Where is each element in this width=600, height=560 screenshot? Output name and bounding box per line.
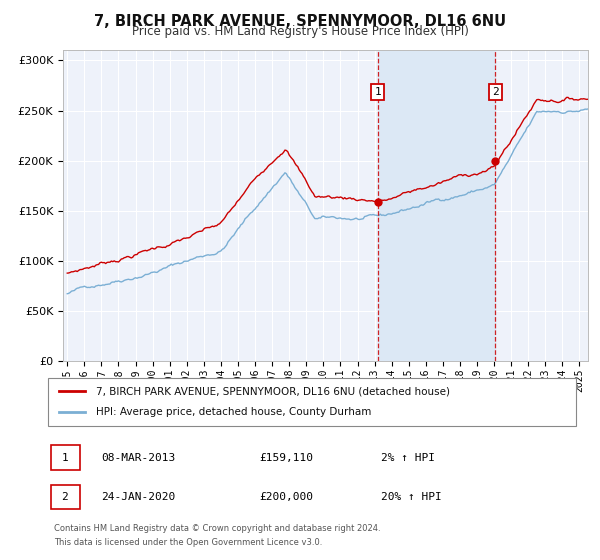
Text: 1: 1 xyxy=(62,453,68,463)
Text: 2: 2 xyxy=(62,492,68,502)
Text: 7, BIRCH PARK AVENUE, SPENNYMOOR, DL16 6NU (detached house): 7, BIRCH PARK AVENUE, SPENNYMOOR, DL16 6… xyxy=(95,386,449,396)
Text: 2% ↑ HPI: 2% ↑ HPI xyxy=(380,453,434,463)
Text: 7, BIRCH PARK AVENUE, SPENNYMOOR, DL16 6NU: 7, BIRCH PARK AVENUE, SPENNYMOOR, DL16 6… xyxy=(94,14,506,29)
Text: £200,000: £200,000 xyxy=(259,492,313,502)
FancyBboxPatch shape xyxy=(50,484,80,510)
Text: 1: 1 xyxy=(374,87,381,97)
Bar xyxy=(377,50,495,361)
Text: This data is licensed under the Open Government Licence v3.0.: This data is licensed under the Open Gov… xyxy=(54,538,322,547)
Text: HPI: Average price, detached house, County Durham: HPI: Average price, detached house, Coun… xyxy=(95,407,371,417)
Text: £159,110: £159,110 xyxy=(259,453,313,463)
Text: 20% ↑ HPI: 20% ↑ HPI xyxy=(380,492,442,502)
FancyBboxPatch shape xyxy=(48,378,576,426)
Text: 24-JAN-2020: 24-JAN-2020 xyxy=(101,492,175,502)
Text: 2: 2 xyxy=(492,87,499,97)
FancyBboxPatch shape xyxy=(50,446,80,470)
Text: Price paid vs. HM Land Registry's House Price Index (HPI): Price paid vs. HM Land Registry's House … xyxy=(131,25,469,38)
Text: 08-MAR-2013: 08-MAR-2013 xyxy=(101,453,175,463)
Text: Contains HM Land Registry data © Crown copyright and database right 2024.: Contains HM Land Registry data © Crown c… xyxy=(54,524,380,533)
